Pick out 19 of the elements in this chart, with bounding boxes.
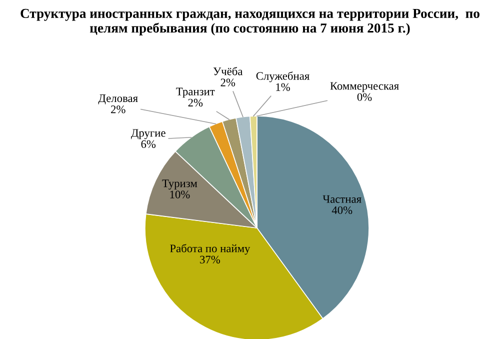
slice-label: Работа по найму [170, 244, 250, 255]
slice-label: Частная [322, 195, 362, 203]
data-label: 2% [188, 98, 203, 107]
data-label: 6% [141, 140, 156, 148]
slice-label: Служебная [256, 72, 310, 82]
slice-label: Учёба [213, 66, 243, 76]
slice-label: Деловая [98, 94, 138, 104]
chart-title: Структура иностранных граждан, находящихся на территории России, по целям пребывания (по состоянию на 7 июня 2015 г.) [20, 8, 480, 36]
data-label: 10% [170, 190, 190, 198]
data-label: 37% [200, 256, 220, 264]
slice-label: Транзит [176, 88, 215, 98]
data-label: 40% [332, 206, 352, 214]
category-label: Коммерческая [330, 82, 399, 92]
text: 0% [357, 93, 372, 101]
slice-label: Туризм [162, 180, 198, 190]
slice-label: Другие [131, 129, 166, 140]
data-label: 2% [111, 106, 126, 114]
data-label: 1% [276, 83, 290, 91]
data-label: 2% [220, 78, 236, 86]
